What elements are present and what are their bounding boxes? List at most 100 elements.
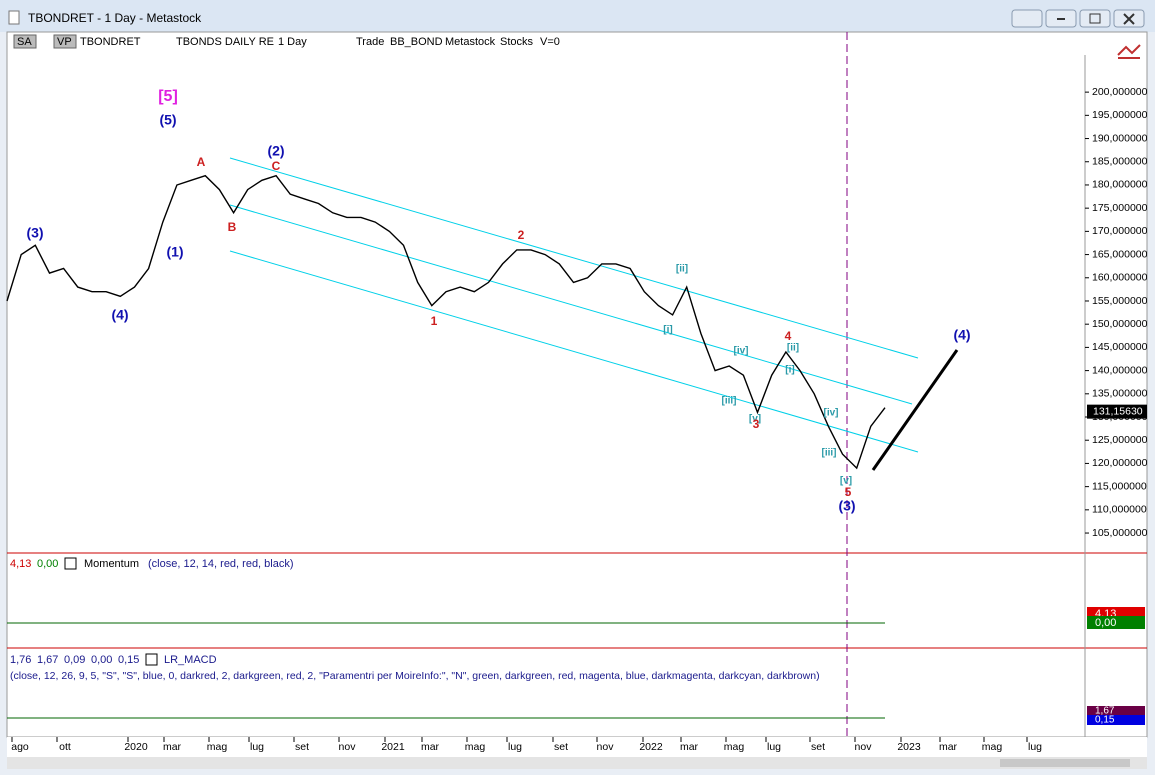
y-tick-label: 185,000000: [1092, 156, 1148, 168]
projection-line: [871, 349, 959, 471]
readout: 1,67: [37, 654, 58, 666]
wave-label: 3: [753, 417, 760, 431]
toolbar-item[interactable]: BB_BOND: [390, 36, 443, 48]
x-tick-label: lug: [250, 741, 264, 753]
macd-badge-label: 0,15: [1095, 715, 1115, 726]
x-tick-label: ago: [11, 741, 29, 753]
wave-label: B: [228, 220, 237, 234]
toolbar-button[interactable]: [53, 34, 77, 49]
scrollbar[interactable]: [7, 757, 1147, 769]
toolbar-item[interactable]: 1 Day: [278, 36, 307, 48]
indicator-checkbox[interactable]: [64, 557, 77, 570]
wave-label: [iii]: [722, 396, 737, 407]
wave-label: (1): [166, 244, 183, 260]
x-tick-label: mag: [982, 741, 1003, 753]
x-tick-label: lug: [767, 741, 781, 753]
y-tick-label: 150,000000: [1092, 318, 1148, 330]
wave-label: [v]: [840, 476, 852, 487]
wave-label: [5]: [158, 88, 178, 105]
channel: [229, 157, 919, 453]
y-tick-label: 180,000000: [1092, 179, 1148, 191]
title-bar: [0, 0, 1155, 32]
y-tick-label: 135,000000: [1092, 388, 1148, 400]
wave-label: 4: [785, 329, 792, 343]
toolbar-item[interactable]: TBONDRET: [80, 36, 141, 48]
indicator-checkbox[interactable]: [145, 653, 158, 666]
macd-badge: [1087, 706, 1145, 716]
x-tick-label: 2022: [639, 741, 663, 753]
wave-label: [i]: [785, 365, 794, 376]
x-tick-label: set: [295, 741, 309, 753]
wave-label: [iv]: [824, 408, 839, 419]
y-tick-label: 145,000000: [1092, 341, 1148, 353]
y-tick-label: 170,000000: [1092, 225, 1148, 237]
indicator-name: LR_MACD: [164, 654, 217, 666]
wave-label: 2: [518, 228, 525, 242]
restore-button[interactable]: [1011, 9, 1043, 28]
x-tick-label: 2021: [381, 741, 405, 753]
x-tick-label: mar: [421, 741, 440, 753]
window-title: TBONDRET - 1 Day - Metastock: [28, 11, 202, 25]
wave-label: 1: [431, 314, 438, 328]
y-tick-label: 115,000000: [1092, 480, 1147, 492]
wave-label: [i]: [663, 325, 672, 336]
maximize-button[interactable]: [1079, 9, 1111, 28]
x-tick-label: 2023: [897, 741, 921, 753]
toolbar-item[interactable]: V=0: [540, 36, 560, 48]
y-tick-label: 165,000000: [1092, 248, 1148, 260]
y-tick-label: 190,000000: [1092, 132, 1148, 144]
readout: 0,15: [118, 654, 139, 666]
x-tick-label: set: [811, 741, 825, 753]
indicator-name: Momentum: [84, 558, 139, 570]
x-tick-label: mar: [939, 741, 958, 753]
x-tick-label: mar: [680, 741, 699, 753]
x-tick-label: lug: [508, 741, 522, 753]
wave-label: (4): [953, 327, 970, 343]
x-tick-label: mar: [163, 741, 182, 753]
toolbar-item[interactable]: VP: [57, 36, 72, 48]
toolbar-item[interactable]: Stocks: [500, 36, 534, 48]
wave-label: [ii]: [676, 264, 688, 275]
scroll-thumb[interactable]: [1000, 759, 1130, 767]
macd-badge: [1087, 715, 1145, 725]
y-tick-label: 125,000000: [1092, 434, 1148, 446]
x-tick-label: nov: [339, 741, 357, 753]
x-tick-label: nov: [855, 741, 873, 753]
toolbar-item[interactable]: TBONDS DAILY RE: [176, 36, 274, 48]
last-price-label: 131,15630: [1093, 405, 1143, 417]
wave-label: C: [272, 159, 281, 173]
y-tick-label: 175,000000: [1092, 202, 1148, 214]
wave-label: (4): [111, 307, 128, 323]
indicator-params: (close, 12, 26, 9, 5, "S", "S", blue, 0,…: [10, 670, 820, 682]
readout: 0,09: [64, 654, 85, 666]
y-tick-label: 160,000000: [1092, 272, 1148, 284]
toolbar-item[interactable]: Metastock: [445, 36, 496, 48]
y-tick-label: 140,000000: [1092, 364, 1148, 376]
y-tick-label: 155,000000: [1092, 295, 1148, 307]
last-price-badge: [1087, 404, 1147, 419]
toolbar-item[interactable]: SA: [17, 36, 32, 48]
momentum-badge-label: 0,00: [1095, 617, 1116, 629]
readout: 0,00: [37, 558, 58, 570]
x-tick-label: mag: [465, 741, 486, 753]
toolbar-button[interactable]: [13, 34, 37, 49]
readout: 4,13: [10, 558, 31, 570]
wave-label: [v]: [749, 414, 761, 425]
chart-area: [6, 31, 1148, 738]
x-tick-label: 2020: [124, 741, 148, 753]
wave-label: [iii]: [822, 448, 837, 459]
wave-label: (2): [267, 143, 284, 159]
y-tick-label: 200,000000: [1092, 86, 1148, 98]
y-tick-label: 120,000000: [1092, 457, 1148, 469]
x-tick-label: mag: [724, 741, 745, 753]
macd-badge-label: 1,67: [1095, 706, 1115, 717]
app-icon: [8, 10, 20, 25]
toolbar-item[interactable]: Trade: [356, 36, 384, 48]
readout: 0,00: [91, 654, 112, 666]
wave-label: [iv]: [734, 346, 749, 357]
readout: 1,76: [10, 654, 31, 666]
indicator-params: (close, 12, 14, red, red, black): [148, 558, 294, 570]
wave-label: (3): [26, 225, 43, 241]
